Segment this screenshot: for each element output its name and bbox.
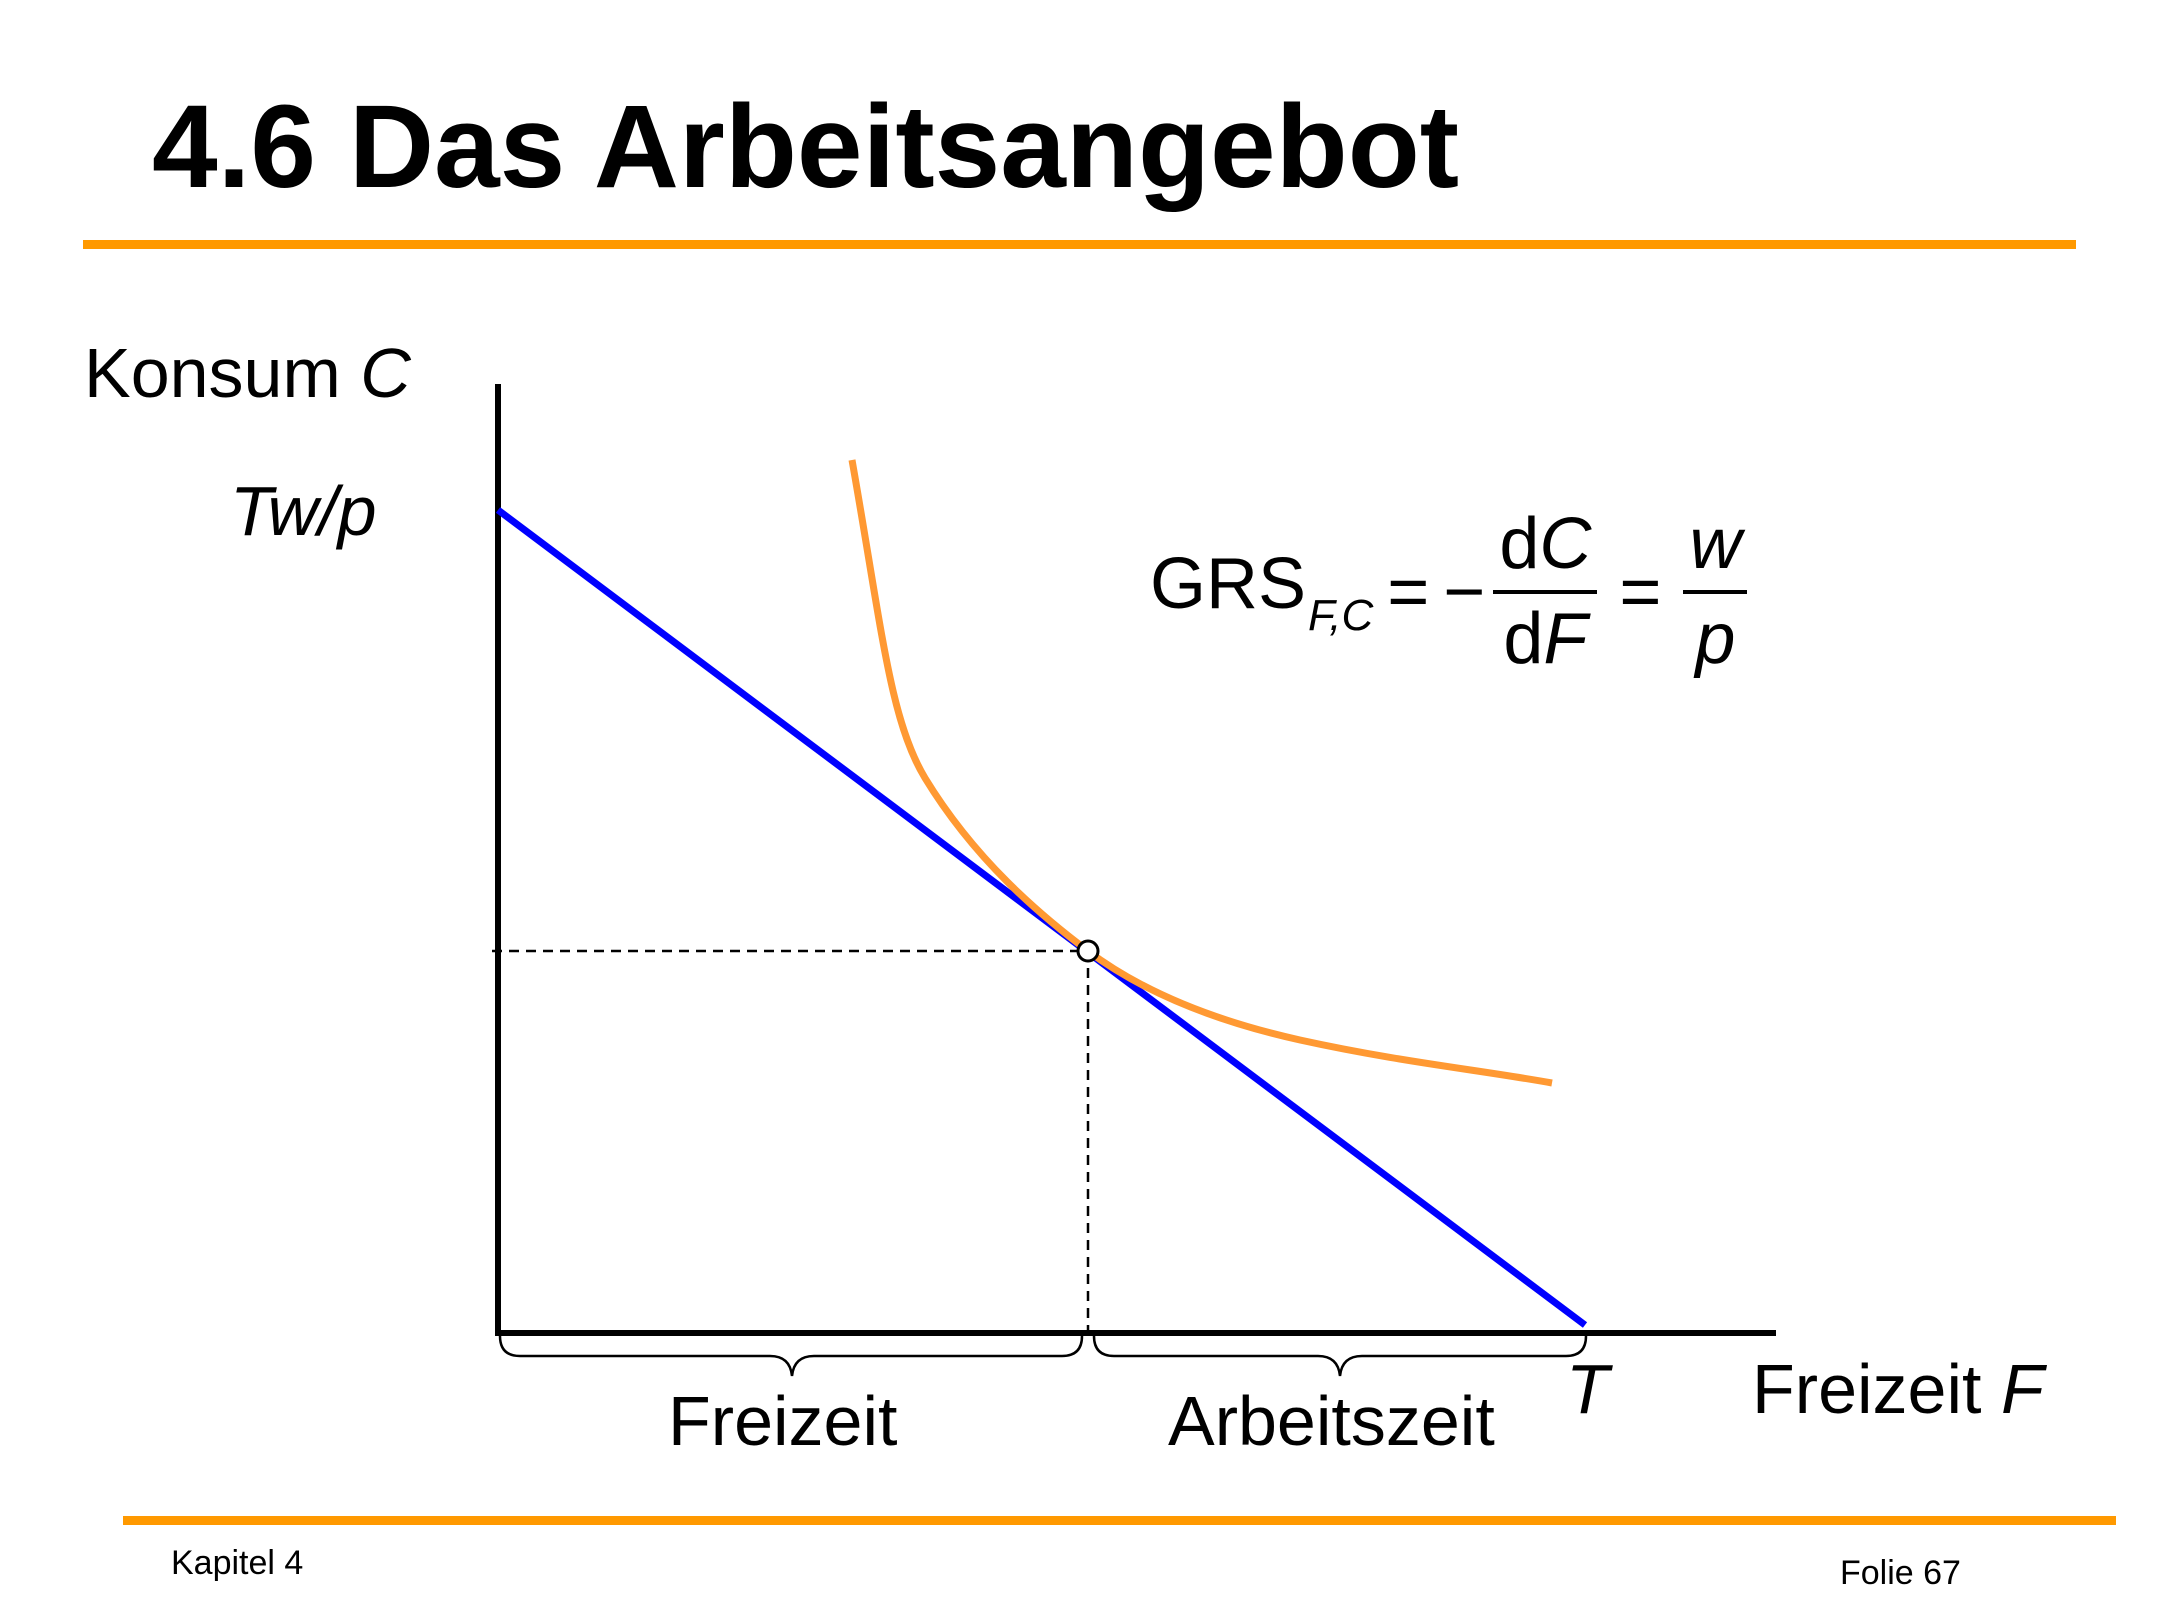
formula-equals-1: = (1387, 552, 1430, 633)
arbeitszeit-brace (1092, 1335, 1588, 1377)
formula-fraction-w-p: w p (1683, 504, 1748, 679)
footer-chapter: Kapitel 4 (171, 1544, 304, 1582)
formula-equals-2: = (1619, 552, 1662, 633)
footer-divider (123, 1516, 2116, 1525)
freizeit-brace (498, 1335, 1084, 1377)
leisure-brace-label: Freizeit (668, 1382, 898, 1460)
y-intercept-label: Tw/p (230, 472, 377, 550)
slide-title: 4.6 Das Arbeitsangebot (152, 81, 1460, 213)
x-intercept-label: T (1566, 1350, 1609, 1428)
title-divider (83, 240, 2076, 249)
y-axis-label: Konsum C (84, 334, 411, 412)
footer-slide-number: Folie 67 (1840, 1554, 1961, 1592)
mrs-formula: GRSF,C = − dC dF = w p (1150, 504, 1755, 679)
optimum-point (1076, 939, 1100, 963)
formula-minus: − (1443, 552, 1486, 633)
x-axis-label: Freizeit F (1752, 1350, 2044, 1428)
formula-fraction-dc-df: dC dF (1493, 504, 1598, 679)
formula-lhs: GRSF,C (1150, 544, 1374, 641)
work-brace-label: Arbeitszeit (1168, 1382, 1495, 1460)
